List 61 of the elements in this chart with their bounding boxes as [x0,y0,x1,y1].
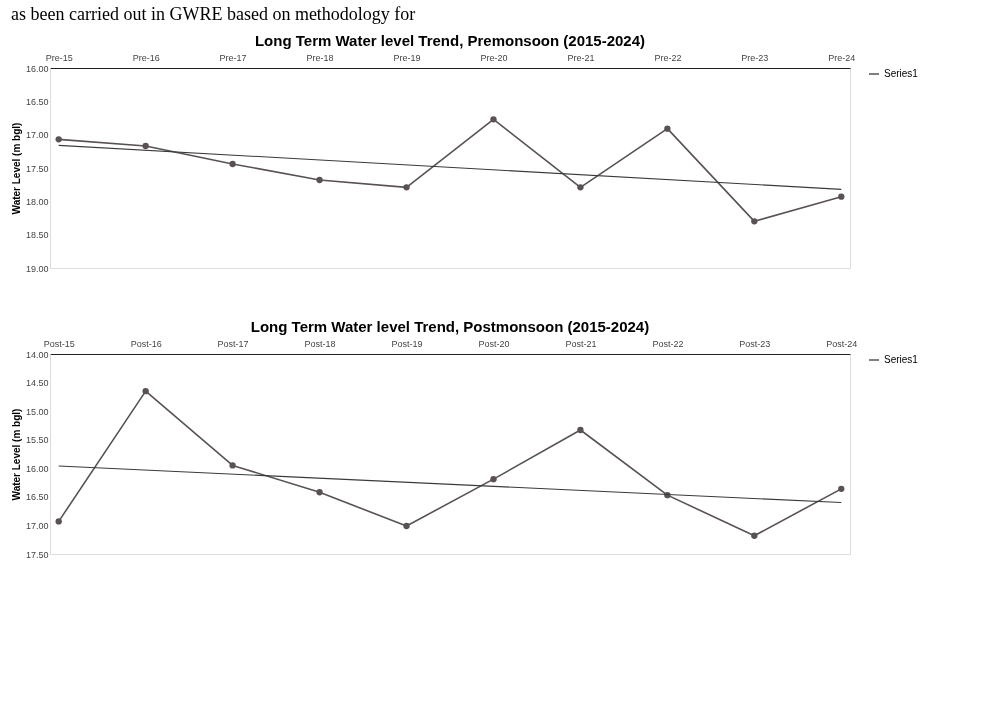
point [838,193,845,200]
y-tick-label: 18.00 [25,196,49,207]
y-tick-label: 17.00 [25,130,49,141]
point [577,426,584,434]
x-tick-label: Post-17 [217,338,249,349]
x-tick-label: Post-15 [43,338,75,349]
x-tick-label: Pre-21 [567,52,595,63]
point [403,184,410,191]
x-tick-label: Pre-16 [132,52,160,63]
x-tick-label: Pre-19 [393,52,421,63]
y-tick-label: 15.50 [25,435,49,446]
point [751,218,758,225]
text: as been carried out in GWRE based on methodology for [10,3,416,24]
point [229,160,236,168]
chart-title: Long Term Water level Trend, Premonsoon (2015-2024) [254,32,646,49]
x-tick-label: Post-23 [739,338,771,349]
x-tick-label: Pre-24 [828,52,856,63]
x-tick-label: Pre-15 [45,52,73,63]
y-axis-title: Water Level (m bgl) [10,408,22,501]
legend-label: Series1 [884,68,919,79]
x-tick-label: Post-24 [826,338,858,349]
point [316,176,323,184]
y-tick-label: 16.50 [25,96,49,107]
y-tick-label: 19.00 [25,263,49,274]
x-tick-label: Post-16 [130,338,162,349]
point [577,184,584,191]
point [229,462,236,469]
y-tick-label: 17.50 [25,163,49,174]
point [316,489,323,496]
x-tick-label: Pre-23 [741,52,769,63]
y-tick-label: 18.50 [25,230,49,241]
point [403,522,410,530]
point [55,518,62,525]
x-tick-label: Post-19 [391,338,423,349]
y-tick-label: 16.00 [25,63,49,74]
point [664,125,671,132]
y-tick-label: 17.00 [25,520,49,531]
point [490,475,497,483]
x-tick-label: Post-18 [304,338,336,349]
y-tick-label: 14.50 [25,378,49,389]
point [142,387,149,395]
y-tick-label: 14.00 [25,349,49,360]
point [55,136,62,143]
y-axis-title: Water Level (m bgl) [10,122,22,215]
point [490,116,497,123]
x-tick-label: Post-21 [565,338,597,349]
x-tick-label: Post-20 [478,338,510,349]
point [751,532,758,539]
x-tick-label: Post-22 [652,338,684,349]
y-tick-label: 16.00 [25,463,49,474]
y-tick-label: 17.50 [25,549,49,560]
chart-title: Long Term Water level Trend, Postmonsoon (2015-2024) [250,318,650,335]
y-tick-label: 16.50 [25,492,49,503]
x-tick-label: Pre-17 [219,52,247,63]
x-tick-label: Pre-22 [654,52,682,63]
y-tick-label: 15.00 [25,406,49,417]
x-tick-label: Pre-18 [306,52,334,63]
point [142,142,149,150]
x-tick-label: Pre-20 [480,52,508,63]
legend-label: Series1 [884,354,919,365]
point [838,485,845,493]
